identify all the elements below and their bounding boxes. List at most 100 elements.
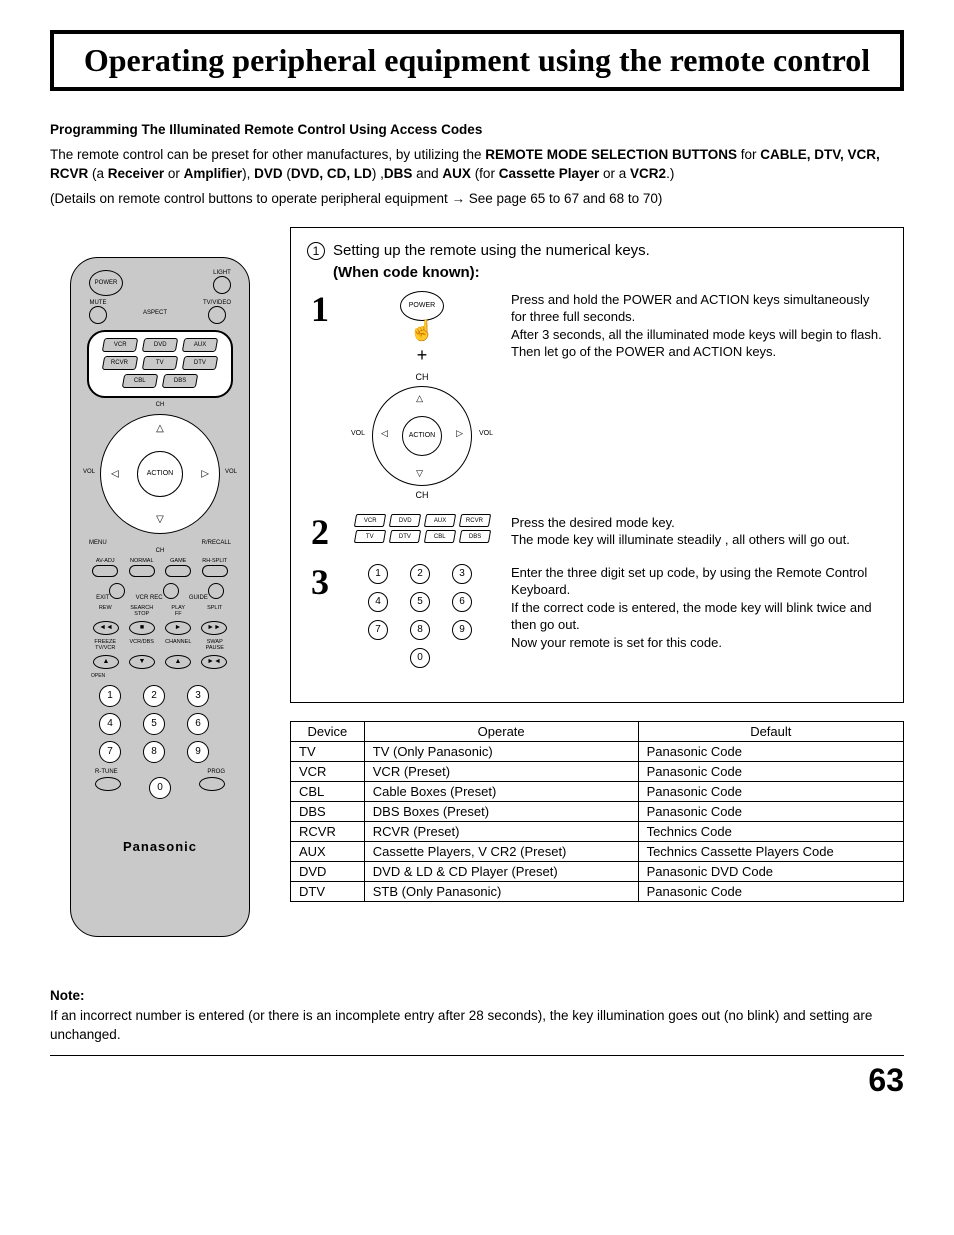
table-cell: DTV [291, 881, 365, 901]
t: AUX [442, 166, 471, 181]
mute-button-icon [89, 306, 107, 324]
footer-rule [50, 1055, 904, 1056]
table-row: DVDDVD & LD & CD Player (Preset)Panasoni… [291, 861, 904, 881]
table-row: CBLCable Boxes (Preset)Panasonic Code [291, 781, 904, 801]
label: EXIT [96, 581, 125, 601]
table-row: TVTV (Only Panasonic)Panasonic Code [291, 741, 904, 761]
num-4: 4 [99, 713, 121, 735]
table-cell: Panasonic Code [638, 801, 903, 821]
label: SPLIT [199, 605, 232, 617]
label: VCR/DBS [126, 639, 159, 651]
mode-key-tv: TV [142, 356, 178, 370]
step-2-desc: Press the desired mode key.The mode key … [511, 514, 887, 549]
table-cell: RCVR (Preset) [364, 821, 638, 841]
transport-icon: ►◄ [201, 655, 227, 669]
table-cell: DVD & LD & CD Player (Preset) [364, 861, 638, 881]
table-header-row: DeviceOperateDefault [291, 721, 904, 741]
step-1-desc: Press and hold the POWER and ACTION keys… [511, 291, 887, 361]
transport-icon: ▲ [93, 655, 119, 669]
table-cell: DBS [291, 801, 365, 821]
table-row: VCRVCR (Preset)Panasonic Code [291, 761, 904, 781]
plus-icon: + [347, 345, 497, 366]
mini-mode-keys: VCRDVDAUXRCVRTVDTVCBLDBS [347, 514, 497, 543]
label: VCR REC [136, 581, 179, 601]
row-freeze-labels: FREEZE TV/VCRVCR/DBSCHANNELSWAP PAUSE [89, 639, 231, 651]
mini-mode-cbl: CBL [423, 530, 455, 543]
intro-para-1: The remote control can be preset for oth… [50, 146, 904, 184]
table-row: DBSDBS Boxes (Preset)Panasonic Code [291, 801, 904, 821]
mini-mode-dvd: DVD [388, 514, 420, 527]
table-cell: AUX [291, 841, 365, 861]
table-cell: Cassette Players, V CR2 (Preset) [364, 841, 638, 861]
steps-box: 1 Setting up the remote using the numeri… [290, 227, 904, 703]
step-2: 2 VCRDVDAUXRCVRTVDTVCBLDBS Press the des… [307, 514, 887, 550]
step-3-desc: Enter the three digit set up code, by us… [511, 564, 887, 652]
label: GUIDE [189, 581, 224, 601]
table-cell: Panasonic Code [638, 881, 903, 901]
page-title: Operating peripheral equipment using the… [74, 42, 880, 79]
mode-group: VCRDVDAUXRCVRTVDTVCBLDBS [87, 330, 233, 398]
tvvideo-label: TV/VIDEO [203, 300, 231, 306]
mini-num-9: 9 [452, 620, 472, 640]
t: (a [88, 166, 108, 181]
step-1: 1 POWER ☝ + CH △ ▽ ◁ ▷ ACTION VOL VOL [307, 291, 887, 500]
label: NORMAL [126, 558, 159, 577]
mini-num-8: 8 [410, 620, 430, 640]
prog-button-icon [199, 777, 225, 791]
table-header: Device [291, 721, 365, 741]
transport-icon: ■ [129, 621, 155, 635]
numeric-keypad: 123456789 [99, 685, 221, 763]
step-2-num: 2 [307, 514, 333, 550]
t: The remote control can be preset for oth… [50, 147, 485, 162]
mode-key-vcr: VCR [102, 338, 138, 352]
t: ( [283, 166, 291, 181]
ch-label: CH [81, 402, 239, 408]
table-row: RCVRRCVR (Preset)Technics Code [291, 821, 904, 841]
light-button-icon [213, 276, 231, 294]
transport-row-1: ◄◄■►►► [93, 621, 227, 635]
transport-icon: ►► [201, 621, 227, 635]
when-known: (When code known): [333, 264, 887, 281]
device-table: DeviceOperateDefault TVTV (Only Panasoni… [290, 721, 904, 902]
table-row: AUXCassette Players, V CR2 (Preset)Techn… [291, 841, 904, 861]
label: CHANNEL [162, 639, 195, 651]
label: PLAY FF [162, 605, 195, 617]
mini-num-4: 4 [368, 592, 388, 612]
t: Receiver [108, 166, 164, 181]
mini-mode-aux: AUX [423, 514, 455, 527]
row-avadj: AV-ADJNORMALGAMERH-SPLIT [89, 558, 231, 577]
t: for [737, 147, 760, 162]
step-3-num: 3 [307, 564, 333, 600]
table-cell: VCR [291, 761, 365, 781]
step-head-text: Setting up the remote using the numerica… [333, 242, 650, 259]
label: RH-SPLIT [199, 558, 232, 577]
hand-icon: ☝ [347, 323, 497, 339]
step-2-illus: VCRDVDAUXRCVRTVDTVCBLDBS [347, 514, 497, 543]
table-cell: TV (Only Panasonic) [364, 741, 638, 761]
mini-num-5: 5 [410, 592, 430, 612]
table-header: Operate [364, 721, 638, 741]
mode-key-dtv: DTV [182, 356, 218, 370]
table-body: TVTV (Only Panasonic)Panasonic CodeVCRVC… [291, 741, 904, 901]
tvvideo-button-icon [208, 306, 226, 324]
t: VCR2 [630, 166, 666, 181]
t: or [164, 166, 184, 181]
intro-para-2: (Details on remote control buttons to op… [50, 190, 904, 209]
brand-label: Panasonic [81, 839, 239, 854]
mini-rt-icon: ▷ [456, 428, 463, 439]
rtune-button-icon [95, 777, 121, 791]
table-cell: Panasonic DVD Code [638, 861, 903, 881]
mini-num-7: 7 [368, 620, 388, 640]
section-heading: Programming The Illuminated Remote Contr… [50, 121, 904, 140]
mode-key-rcvr: RCVR [102, 356, 138, 370]
mini-vol-r: VOL [479, 430, 493, 437]
num-0: 0 [149, 777, 171, 799]
transport-icon: ▲ [165, 655, 191, 669]
table-cell: Panasonic Code [638, 761, 903, 781]
ch-label-2: CH [81, 548, 239, 554]
mini-ring-icon: △ ▽ ◁ ▷ ACTION VOL VOL [372, 386, 472, 486]
num-3: 3 [187, 685, 209, 707]
mini-num-1: 1 [368, 564, 388, 584]
num-2: 2 [143, 685, 165, 707]
left-icon: ◁ [111, 468, 119, 479]
